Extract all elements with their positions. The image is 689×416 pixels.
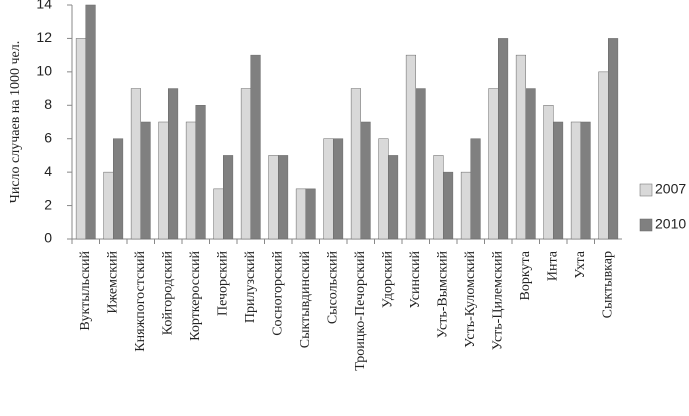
bar (140, 121, 151, 240)
legend-swatch (639, 218, 653, 232)
x-tick-label: Сыктывкар (600, 251, 615, 318)
legend: 2007 2010 (639, 181, 686, 232)
x-tick-label: Корткеросский (188, 251, 203, 341)
bar (388, 155, 399, 240)
bar (278, 155, 289, 240)
x-tick-label: Усинский (408, 251, 423, 309)
bar (223, 155, 234, 240)
x-tick-label: Сыктывдинский (298, 251, 313, 349)
bar (405, 54, 416, 240)
bar (570, 121, 581, 240)
x-tick-label: Удорский (380, 250, 395, 308)
x-tick-label: Усть-Куломский (463, 250, 478, 347)
bar (305, 188, 316, 240)
bar (185, 121, 196, 240)
bar (488, 88, 499, 240)
bar (85, 4, 96, 240)
y-tick-label: 0 (44, 230, 52, 246)
x-tick-label: Воркута (518, 250, 533, 300)
x-tick-label: Сысольский (325, 251, 340, 325)
y-tick-label: 6 (44, 129, 52, 145)
x-tick-label: Ухта (573, 250, 588, 278)
bar (415, 88, 426, 240)
y-tick-label: 14 (36, 0, 52, 12)
bar (295, 188, 306, 240)
bar (543, 105, 554, 240)
bar (168, 88, 179, 240)
bar (525, 88, 536, 240)
y-tick-label: 2 (44, 196, 52, 212)
bar (103, 171, 114, 240)
bar (470, 138, 481, 240)
legend-label: 2010 (655, 216, 686, 232)
x-tick-label: Сосногорский (270, 251, 285, 336)
bar (598, 71, 609, 240)
bar (333, 138, 344, 240)
x-tick-label: Койгородский (160, 250, 175, 335)
y-tick-label: 12 (36, 29, 52, 45)
y-tick-label: 8 (44, 96, 52, 112)
x-tick-label: Княжпогостский (133, 251, 148, 352)
bar (360, 121, 371, 240)
bar (350, 88, 361, 240)
bar (608, 38, 619, 240)
x-tick-label: Усть-Вымский (435, 250, 450, 338)
bar (130, 88, 141, 240)
bar (580, 121, 591, 240)
x-tick-label: Печорский (215, 251, 230, 317)
bar (75, 38, 86, 240)
y-axis-label: Число случаев на 1000 чел. (8, 41, 23, 204)
bar (498, 38, 509, 240)
bar (378, 138, 389, 240)
bar (240, 88, 251, 240)
y-tick-label: 4 (44, 163, 52, 179)
bar (158, 121, 169, 240)
bar (460, 171, 471, 240)
y-tick-label: 10 (36, 63, 52, 79)
bar (213, 188, 224, 240)
x-tick-label: Инта (545, 250, 560, 281)
bar (195, 105, 206, 240)
bar (433, 155, 444, 240)
bar (553, 121, 564, 240)
legend-label: 2007 (655, 181, 686, 197)
bar (268, 155, 279, 240)
bar (515, 54, 526, 240)
x-tick-label: Усть-Цилемский (490, 251, 505, 351)
x-tick-label: Прилузский (243, 250, 258, 323)
x-tick-label: Троицко-Печорский (353, 251, 368, 371)
bar (113, 138, 124, 240)
x-tick-label: Вуктыльский (78, 250, 93, 330)
legend-swatch (639, 183, 653, 197)
bar (323, 138, 334, 240)
x-tick-label: Ижемский (105, 250, 120, 313)
bar (250, 54, 261, 240)
bar (443, 171, 454, 240)
